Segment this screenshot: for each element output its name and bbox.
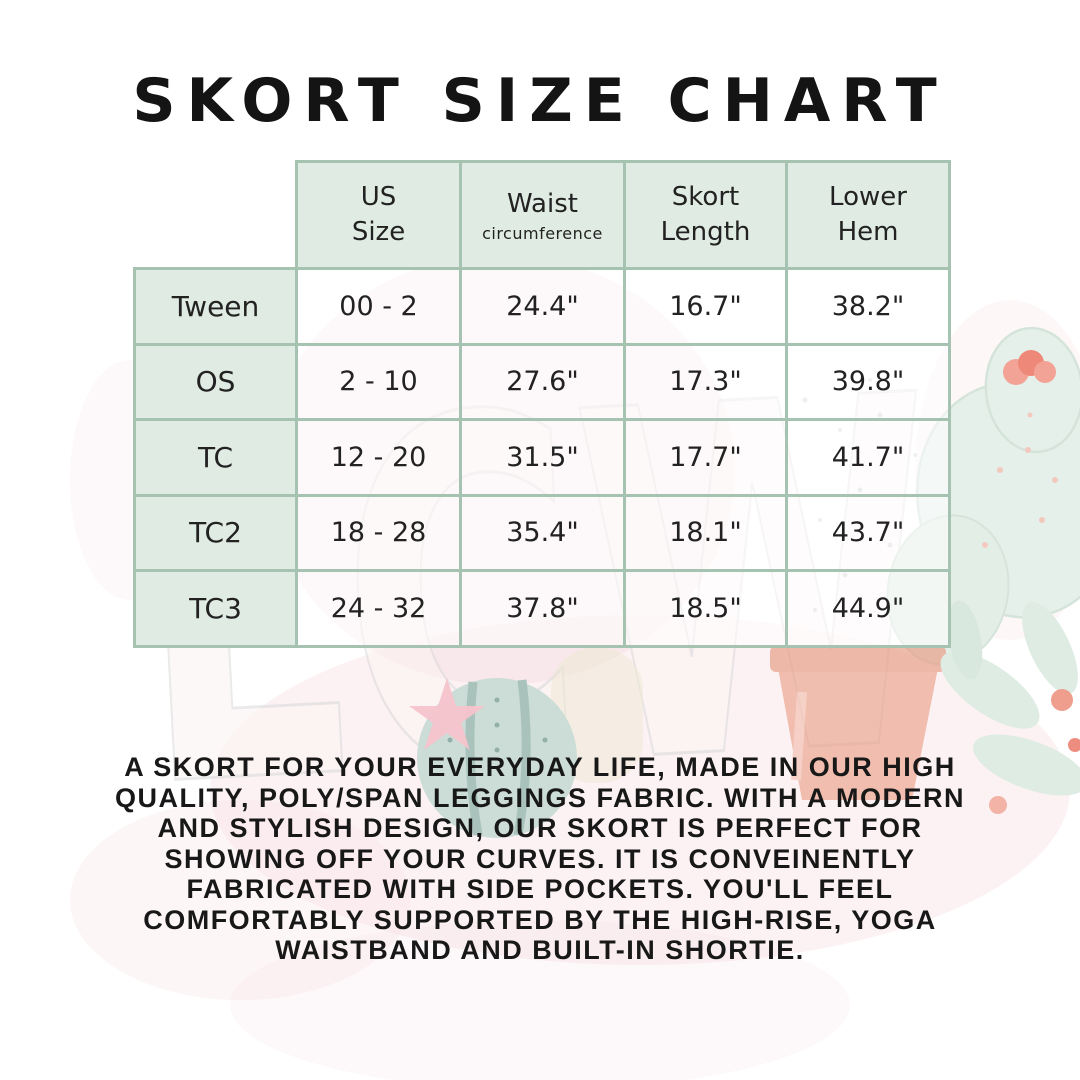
lower-hem-cell: 38.2" [785, 267, 951, 346]
lower-hem-cell: 39.8" [785, 342, 951, 421]
size-label-cell: OS [133, 342, 298, 421]
us-size-cell: 00 - 2 [295, 267, 462, 346]
description-line: QUALITY, POLY/SPAN LEGGINGS FABRIC. WITH… [114, 782, 966, 813]
size-label-cell: Tween [133, 267, 298, 346]
size-label-cell: TC [133, 418, 298, 497]
page-title: SKORT SIZE CHART [132, 66, 948, 137]
waist-cell: 35.4" [459, 493, 626, 572]
us-size-cell: 12 - 20 [295, 418, 462, 497]
header-row: US Size Waist circumference Skort Length… [135, 160, 951, 270]
skort-length-cell: 17.3" [623, 342, 788, 421]
description-line: SHOWING OFF YOUR CURVES. IT IS CONVEINEN… [164, 843, 916, 874]
table-row-tween: Tween 00 - 2 24.4" 16.7" 38.2" [133, 267, 951, 346]
column-header-us-size: US Size [295, 160, 462, 270]
column-header-label: US Size [351, 181, 406, 247]
table-row-tc2: TC2 18 - 28 35.4" 18.1" 43.7" [133, 493, 951, 572]
waist-cell: 24.4" [459, 267, 626, 346]
lower-hem-cell: 41.7" [785, 418, 951, 497]
column-header-lower-hem: Lower Hem [785, 160, 951, 270]
lower-hem-cell: 43.7" [785, 493, 951, 572]
cactus-flower [1003, 350, 1056, 385]
skort-length-cell: 18.1" [623, 493, 788, 572]
cactus-dots [982, 412, 1058, 548]
us-size-cell: 2 - 10 [295, 342, 462, 421]
size-label-cell: TC3 [133, 569, 298, 648]
waist-cell: 31.5" [459, 418, 626, 497]
description-line: AND STYLISH DESIGN, OUR SKORT IS PERFECT… [157, 813, 923, 843]
pink-star-flower [409, 678, 485, 750]
description-line: A SKORT FOR YOUR EVERYDAY LIFE, MADE IN … [124, 752, 956, 782]
waist-cell: 27.6" [459, 342, 626, 421]
skort-length-cell: 18.5" [623, 569, 788, 648]
flower-pot-illustration [770, 646, 946, 800]
column-header-skort-length: Skort Length [623, 160, 788, 270]
product-description: A SKORT FOR YOUR EVERYDAY LIFE, MADE IN … [0, 752, 1080, 966]
us-size-cell: 24 - 32 [295, 569, 462, 648]
description-line: FABRICATED WITH SIDE POCKETS. YOU'LL FEE… [186, 874, 894, 904]
waist-cell: 37.8" [459, 569, 626, 648]
description-line: WAISTBAND AND BUILT-IN SHORTIE. [275, 935, 805, 965]
column-header-label: Lower Hem [829, 181, 907, 247]
table-row-tc3: TC3 24 - 32 37.8" 18.5" 44.9" [133, 569, 951, 648]
column-header-label: Waist [507, 188, 578, 219]
column-header-label: Skort Length [660, 181, 751, 247]
us-size-cell: 18 - 28 [295, 493, 462, 572]
column-header-subtext: circumference [482, 224, 603, 244]
column-header-waist: Waist circumference [459, 160, 626, 270]
skort-length-cell: 17.7" [623, 418, 788, 497]
watermelon-illustration [409, 678, 577, 838]
table-row-tc: TC 12 - 20 31.5" 17.7" 41.7" [133, 418, 951, 497]
table-row-os: OS 2 - 10 27.6" 17.3" 39.8" [133, 342, 951, 421]
corner-cell [135, 162, 297, 269]
skort-length-cell: 16.7" [623, 267, 788, 346]
size-label-cell: TC2 [133, 493, 298, 572]
lower-hem-cell: 44.9" [785, 569, 951, 648]
size-chart-table: US Size Waist circumference Skort Length… [133, 160, 951, 648]
description-line: COMFORTABLY SUPPORTED BY THE HIGH-RISE, … [143, 904, 937, 935]
leaves-illustration [940, 600, 1080, 814]
